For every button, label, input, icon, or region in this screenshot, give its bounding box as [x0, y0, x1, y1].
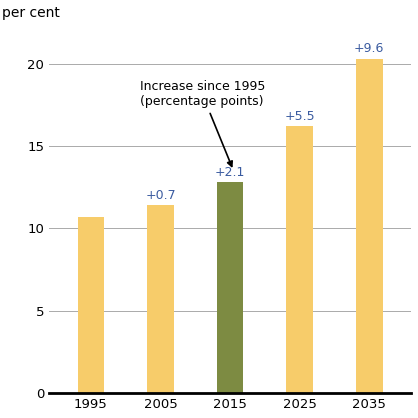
Text: +5.5: +5.5: [284, 110, 315, 123]
Bar: [147, 205, 173, 393]
Bar: [286, 126, 313, 393]
Bar: [78, 217, 104, 393]
Bar: [356, 59, 382, 393]
Text: +9.6: +9.6: [354, 42, 385, 55]
Text: +0.7: +0.7: [145, 189, 176, 202]
Text: Increase since 1995
(percentage points): Increase since 1995 (percentage points): [140, 80, 265, 166]
Bar: [217, 182, 243, 393]
Text: +2.1: +2.1: [215, 166, 245, 179]
Text: per cent: per cent: [2, 6, 60, 20]
